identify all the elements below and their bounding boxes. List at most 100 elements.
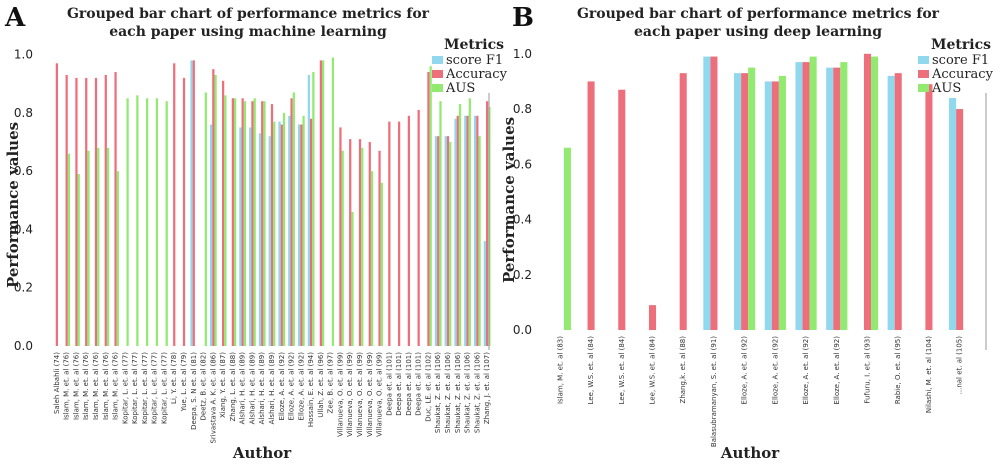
bar-accuracy-b-5 xyxy=(710,56,718,330)
bar-auc-a-28 xyxy=(331,57,335,347)
bar-auc-a-23 xyxy=(282,112,286,346)
bars-b xyxy=(563,53,964,331)
bar-auc-a-20 xyxy=(253,98,256,346)
bar-accuracy-b-10 xyxy=(863,53,872,331)
y-tick-label-b-3: 0.6 xyxy=(513,157,532,171)
bar-auc-a-33 xyxy=(380,182,383,346)
bar-accuracy-a-3 xyxy=(85,77,88,346)
legend-label-f1-a: score F1 xyxy=(446,53,503,68)
bar-auc-a-18 xyxy=(234,98,237,346)
y-tick-label-b-4: 0.8 xyxy=(513,102,532,116)
x-ticks-b: Islam, M. et. al (83) Lee, W.S. et. al (8… xyxy=(556,336,963,447)
x-tick-label-b-11: Rabie, O. et. al (95) xyxy=(894,336,902,404)
x-tick-label-a-40: Shaukat, Z. et. al (106) xyxy=(444,352,452,433)
x-tick-label-a-7: Kopitar, L. et. al (77) xyxy=(121,352,129,424)
bar-auc-a-30 xyxy=(351,211,354,346)
x-tick-label-a-24: Elloze, A. et. al (92) xyxy=(288,352,296,421)
x-tick-label-b-10: Fufuru, I. et. al (93) xyxy=(864,336,872,404)
bar-accuracy-b-11 xyxy=(894,73,902,330)
legend-label-f1-b: score F1 xyxy=(932,53,989,68)
bar-f1-b-7 xyxy=(764,81,772,331)
chart-panel-b: B Grouped bar chart of performance metri… xyxy=(500,3,994,462)
x-tick-label-b-3: Lee, W.S. et. al (84) xyxy=(649,336,657,405)
x-tick-label-b-7: Elloze, A. et. al (92) xyxy=(771,336,779,405)
x-axis-label-a: Author xyxy=(232,444,292,462)
bar-auc-a-19 xyxy=(243,101,247,346)
bar-auc-a-22 xyxy=(273,121,276,346)
bar-accuracy-b-9 xyxy=(833,67,841,331)
bar-accuracy-a-34 xyxy=(388,121,391,346)
bar-accuracy-a-19 xyxy=(241,98,244,346)
legend-swatch-auc-a xyxy=(432,84,443,92)
legend-label-auc-a: AUS xyxy=(445,81,475,96)
x-tick-label-a-10: Kopitar, L. et. al (77) xyxy=(151,352,159,424)
bar-auc-a-3 xyxy=(87,150,90,346)
bar-auc-a-17 xyxy=(224,95,227,347)
bar-accuracy-a-16 xyxy=(212,69,215,346)
bar-f1-a-43 xyxy=(473,115,477,347)
bar-f1-a-42 xyxy=(464,115,467,347)
bar-auc-a-42 xyxy=(468,98,471,346)
bar-auc-a-15 xyxy=(204,92,207,347)
bar-auc-a-1 xyxy=(67,153,71,346)
legend-swatch-accuracy-b xyxy=(918,70,929,78)
bar-auc-a-16 xyxy=(214,74,217,346)
bar-accuracy-b-4 xyxy=(679,73,687,330)
bar-accuracy-a-25 xyxy=(300,124,303,346)
bar-accuracy-a-4 xyxy=(94,77,98,346)
x-tick-label-a-32: Villanueva, O. et. al (99) xyxy=(366,352,374,437)
x-tick-label-a-6: Islam, M. et. al (76) xyxy=(112,352,120,420)
legend-title-b: Metrics xyxy=(931,37,991,53)
x-tick-label-b-0: Islam, M. et. al (83) xyxy=(556,336,564,404)
bar-f1-a-40 xyxy=(444,136,447,346)
bar-f1-b-5 xyxy=(703,56,711,330)
bar-accuracy-a-24 xyxy=(290,98,293,346)
bar-accuracy-a-40 xyxy=(446,136,450,346)
x-tick-label-a-41: Shaukat, Z. et. al (106) xyxy=(454,352,462,433)
bar-accuracy-a-12 xyxy=(173,63,176,347)
bar-accuracy-a-32 xyxy=(368,142,371,346)
y-tick-label-a-5: 1.0 xyxy=(14,48,33,62)
x-tick-label-a-14: Deepa, S. N et. al (81) xyxy=(190,352,198,430)
y-tick-label-a-2: 0.4 xyxy=(14,222,33,236)
bar-accuracy-a-42 xyxy=(466,115,469,347)
x-tick-label-b-12: Nilashi, M. et. al (104) xyxy=(925,336,933,413)
bar-auc-a-32 xyxy=(370,171,374,346)
x-tick-label-a-21: Alshari, H. et. al (89) xyxy=(258,352,266,425)
bar-f1-a-22 xyxy=(268,136,271,346)
x-tick-label-a-25: Elloze, A. et. al (92) xyxy=(297,352,305,421)
bar-accuracy-a-29 xyxy=(339,127,342,347)
x-tick-label-a-37: Deepa et. al (101) xyxy=(415,352,423,416)
x-tick-label-a-44: Zhang, J. et. al (107) xyxy=(483,352,491,424)
x-tick-label-a-30: Villanueva, O. et. al (99) xyxy=(346,352,354,437)
bar-auc-a-40 xyxy=(449,142,452,346)
bar-auc-a-10 xyxy=(155,98,159,346)
bar-accuracy-a-35 xyxy=(397,121,401,346)
x-tick-label-a-20: Alshari, H. et. al (89) xyxy=(248,352,256,425)
y-tick-label-a-3: 0.6 xyxy=(14,164,33,178)
x-tick-label-a-34: Deepa et. al (101) xyxy=(385,352,393,416)
bar-auc-a-27 xyxy=(322,60,325,347)
bar-f1-b-6 xyxy=(734,73,742,330)
bar-accuracy-a-1 xyxy=(65,74,68,346)
bar-accuracy-a-33 xyxy=(378,150,381,346)
x-tick-label-b-8: Elloze, A. et. al (92) xyxy=(802,336,810,405)
x-tick-label-a-33: Villanueva, O. et. al (99) xyxy=(376,352,384,437)
legend-swatch-f1-b xyxy=(918,56,929,64)
bar-auc-a-11 xyxy=(165,101,168,346)
bar-auc-a-41 xyxy=(458,104,462,346)
bar-f1-a-20 xyxy=(249,127,252,347)
bar-auc-a-5 xyxy=(106,147,110,346)
chart-panel-a: A Grouped bar chart of performance metri… xyxy=(4,3,508,462)
bar-auc-a-24 xyxy=(292,92,295,347)
x-tick-label-b-13: ...nal et. al (105) xyxy=(956,336,964,395)
bar-accuracy-a-27 xyxy=(319,60,323,347)
x-tick-label-b-5: Balasubramanyan, S. et. al (91) xyxy=(710,336,718,447)
bar-f1-a-41 xyxy=(454,118,457,346)
bar-f1-a-21 xyxy=(258,133,262,346)
x-tick-label-a-42: Shaukat, Z. et. al (106) xyxy=(464,352,472,433)
y-ticks-a: 0.0 0.2 0.4 0.6 0.8 1.0 xyxy=(14,48,33,353)
bar-auc-a-26 xyxy=(312,72,315,346)
x-axis-label-b: Author xyxy=(720,444,780,462)
bar-accuracy-a-18 xyxy=(231,98,235,346)
